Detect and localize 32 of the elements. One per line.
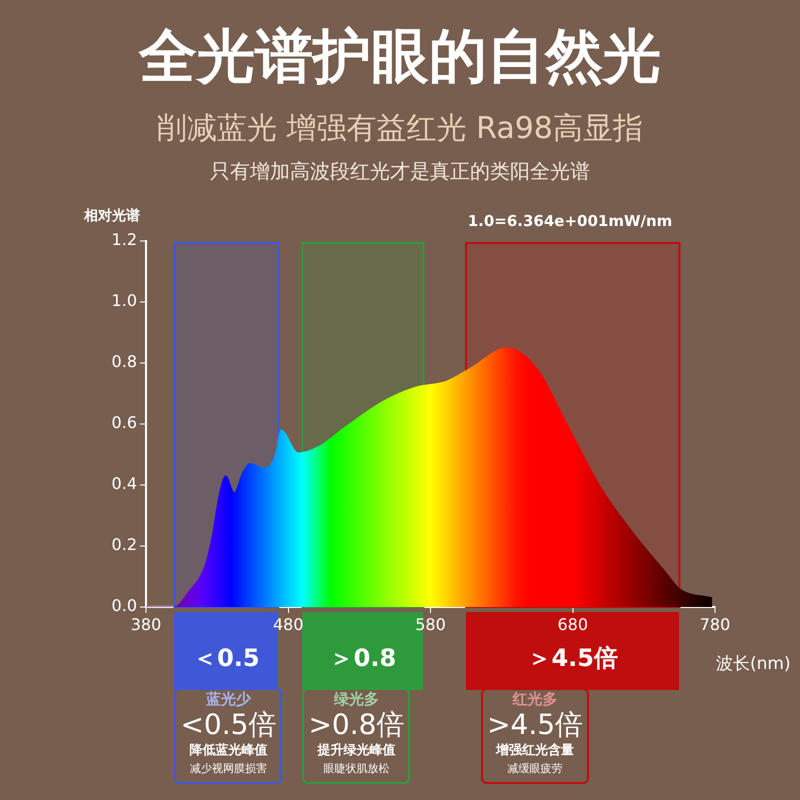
text: 降低蓝光峰值: [188, 742, 268, 760]
y-tick-label: 0.6: [112, 413, 137, 432]
y-tick-label: 0.4: [112, 474, 137, 494]
text: 绿光多: [332, 690, 380, 708]
band-label: ＞4.5倍: [527, 644, 618, 672]
y-tick-label: 0.8: [112, 352, 137, 372]
y-tick-label: 1.0: [112, 291, 137, 310]
x-tick-label: 380: [130, 614, 162, 634]
text: 只有增加高波段红光才是真正的类阳全光谱: [209, 158, 591, 185]
text: >0.8倍: [307, 708, 406, 742]
y-tick-label: 0.2: [112, 535, 137, 554]
text: 减少视网膜损害: [188, 761, 268, 777]
text: 眼睫状肌放松: [322, 761, 390, 777]
text: 提升绿光峰值: [316, 742, 396, 760]
chart-subtitle: 削减蓝光 增强有益红光 Ra98高显指: [156, 110, 644, 148]
x-tick-label: 680: [557, 614, 588, 634]
x-tick-label: 780: [700, 614, 730, 634]
x-tick-label: 580: [415, 614, 446, 634]
y-axis-title: 相对光谱: [84, 207, 140, 225]
chart-title: 全光谱护眼的自然光: [138, 21, 662, 92]
y-tick-label: 0.0: [112, 596, 137, 616]
text: 1.0=6.364e+001mW/nm: [466, 212, 674, 230]
y-tick-label: 1.2: [112, 230, 137, 250]
x-axis-title: 波长(nm): [716, 653, 791, 675]
text: 增强红光含量: [494, 742, 576, 760]
text: 红光多: [511, 690, 559, 708]
band-label: ＜0.5: [193, 644, 260, 672]
text: 蓝光少: [204, 690, 252, 708]
band-label: ＞0.8: [330, 644, 396, 672]
text: >4.5倍: [486, 708, 584, 742]
text: 减缓眼疲劳: [506, 761, 564, 777]
text: <0.5倍: [179, 708, 278, 742]
